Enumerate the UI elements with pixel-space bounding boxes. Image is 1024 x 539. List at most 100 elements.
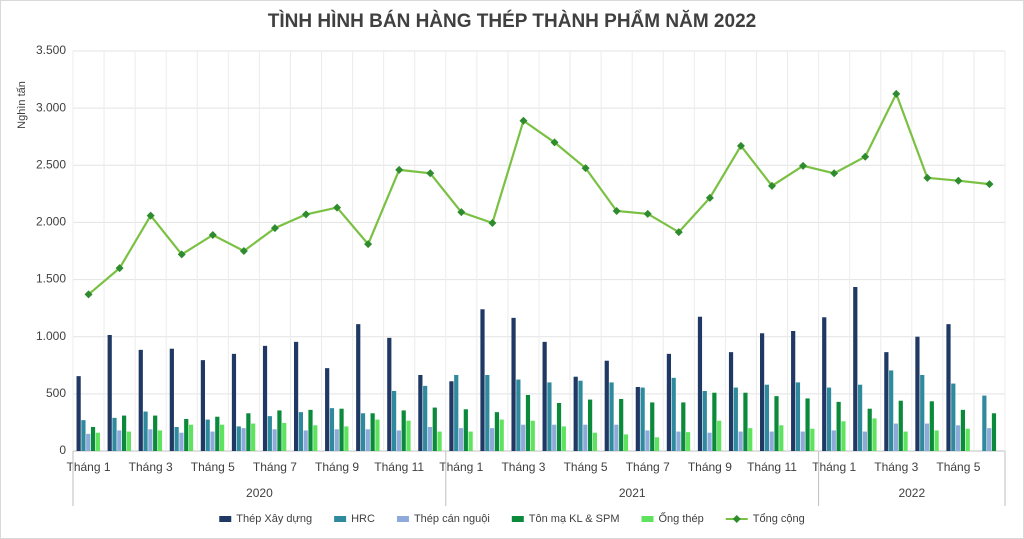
bar xyxy=(898,400,903,451)
line-marker xyxy=(302,210,310,219)
bar xyxy=(800,431,805,451)
bar xyxy=(676,431,681,451)
bar xyxy=(236,426,241,451)
x-tick-label: Tháng 3 xyxy=(874,460,918,474)
bar xyxy=(929,401,934,451)
bar xyxy=(635,387,640,451)
bar xyxy=(934,430,939,451)
line-marker xyxy=(954,176,963,185)
bar xyxy=(179,432,184,451)
bar xyxy=(774,396,779,451)
bar xyxy=(516,379,521,451)
bar xyxy=(418,375,423,451)
y-tick-label: 1.000 xyxy=(36,329,66,343)
bar xyxy=(458,428,464,451)
line-marker xyxy=(333,203,342,212)
bar xyxy=(556,403,562,451)
bar xyxy=(707,432,712,451)
chart-title: TÌNH HÌNH BÁN HÀNG THÉP THÀNH PHẨM NĂM 2… xyxy=(268,10,756,32)
bar xyxy=(666,353,671,451)
line-marker xyxy=(84,290,93,299)
bar xyxy=(521,424,526,451)
y-tick-label: 2.500 xyxy=(36,157,66,171)
bar xyxy=(188,424,194,451)
y-tick-label: 1.500 xyxy=(36,272,66,286)
bar xyxy=(853,287,858,451)
bar xyxy=(960,409,965,451)
bar xyxy=(795,382,801,451)
bar xyxy=(769,431,774,451)
bar xyxy=(702,391,707,451)
legend-label: Tôn mạ KL & SPM xyxy=(529,513,620,525)
bar xyxy=(889,370,894,451)
legend-swatch xyxy=(732,515,741,523)
bar xyxy=(946,324,951,451)
bar xyxy=(578,380,583,451)
bar xyxy=(313,425,318,451)
bar xyxy=(356,324,361,451)
line-marker xyxy=(395,165,404,174)
bar xyxy=(831,430,836,451)
bar xyxy=(686,432,691,451)
legend-swatch xyxy=(641,516,654,522)
bar xyxy=(157,430,163,451)
bar xyxy=(779,425,784,451)
x-tick-label: Tháng 1 xyxy=(439,460,483,474)
bar xyxy=(143,411,148,451)
line-marker xyxy=(892,89,901,98)
group-label: 2021 xyxy=(619,486,646,500)
bar xyxy=(583,424,588,451)
bar xyxy=(303,430,308,451)
bar xyxy=(365,429,370,451)
bar xyxy=(215,416,220,451)
bar xyxy=(965,428,970,451)
bar xyxy=(298,412,303,451)
bar xyxy=(490,428,495,451)
bar xyxy=(671,377,676,451)
bar xyxy=(903,431,908,451)
bar xyxy=(547,382,552,451)
bar xyxy=(836,401,841,451)
bar xyxy=(122,415,127,451)
bar xyxy=(294,341,299,451)
bar xyxy=(437,431,442,451)
bar xyxy=(499,419,504,451)
legend-label: Thép Xây dựng xyxy=(236,513,312,525)
bar xyxy=(728,352,734,451)
line-marker xyxy=(239,247,248,255)
x-tick-label: Tháng 5 xyxy=(936,460,980,474)
bar xyxy=(738,431,743,451)
y-axis-label: Nghìn tấn xyxy=(16,81,28,129)
line-marker xyxy=(146,211,155,220)
bar xyxy=(640,387,645,451)
bar xyxy=(733,387,738,451)
line-marker xyxy=(208,231,217,239)
x-tick-label: Tháng 3 xyxy=(501,460,545,474)
bar xyxy=(241,428,246,451)
y-tick-label: 3.000 xyxy=(36,100,66,114)
bar xyxy=(805,398,810,451)
line-marker xyxy=(612,207,621,215)
legend-swatch xyxy=(219,516,232,522)
legend-label: HRC xyxy=(351,513,375,525)
bar xyxy=(552,424,557,451)
y-tick-label: 3.500 xyxy=(36,43,66,57)
bar xyxy=(360,413,366,451)
bar xyxy=(826,387,832,451)
bar xyxy=(210,431,215,451)
bar xyxy=(220,424,225,451)
bar xyxy=(760,333,765,451)
bar xyxy=(277,410,282,451)
bar xyxy=(95,432,100,451)
bar xyxy=(401,410,406,451)
x-tick-label: Tháng 5 xyxy=(191,460,235,474)
bar xyxy=(872,418,877,451)
x-tick-label: Tháng 9 xyxy=(688,460,732,474)
bar xyxy=(982,395,987,451)
bar xyxy=(90,427,96,451)
bar xyxy=(951,383,956,451)
bar xyxy=(654,437,660,451)
bar xyxy=(494,412,499,451)
line-marker xyxy=(488,219,497,227)
